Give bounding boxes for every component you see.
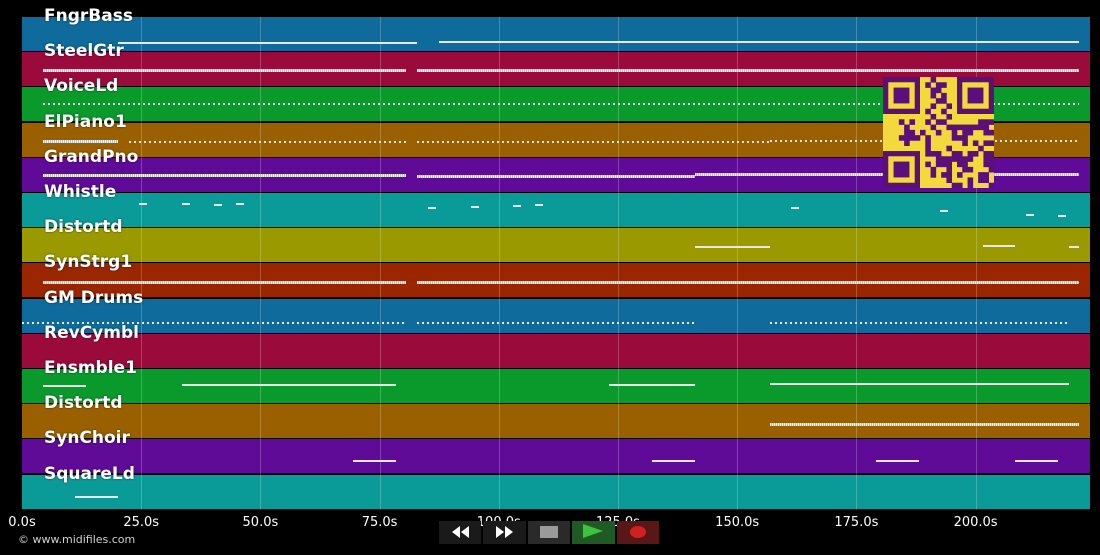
midi-note (235, 203, 244, 205)
track-name: Distortd (44, 393, 123, 414)
midi-note (43, 103, 1080, 105)
time-tick-label: 0.0s (8, 515, 36, 530)
fast-forward-button[interactable] (483, 521, 526, 544)
time-tick-label: 25.0s (123, 515, 160, 530)
track-lane[interactable] (22, 333, 1090, 369)
track-lane[interactable] (22, 228, 1090, 264)
midi-note (940, 210, 949, 212)
qr-code (883, 77, 995, 189)
midi-note (353, 460, 396, 462)
grid-line (856, 17, 858, 510)
midi-note (43, 140, 119, 143)
fast-forward-icon (494, 523, 516, 542)
credit-text: © www.midifiles.com (18, 533, 136, 546)
grid-line (260, 17, 262, 510)
track-name: Ensmble1 (44, 358, 137, 378)
midi-note (769, 383, 1069, 385)
track-lane[interactable] (22, 17, 1090, 52)
midi-note (470, 206, 479, 208)
track-name: SteelGtr (44, 41, 124, 62)
time-tick-label: 50.0s (242, 515, 279, 530)
midi-note (876, 460, 920, 462)
track-name: RevCymbl (44, 322, 139, 343)
track-lane[interactable] (22, 404, 1090, 440)
midi-note (417, 175, 695, 178)
play-icon (582, 523, 604, 542)
track-name: GM Drums (44, 287, 144, 308)
midi-note (118, 42, 418, 44)
midi-note (75, 496, 119, 498)
grid-line (617, 17, 619, 510)
grid-line (379, 17, 381, 510)
track-lane[interactable] (22, 474, 1090, 510)
track-name: GrandPno (44, 146, 139, 167)
midi-note (513, 205, 522, 207)
track-lane[interactable] (22, 369, 1090, 404)
midi-note (128, 141, 407, 143)
grid-line (975, 17, 977, 510)
midi-note (417, 69, 1080, 72)
time-tick-label: 175.0s (834, 515, 879, 530)
track-name: Distortd (44, 217, 123, 238)
midi-note (182, 384, 396, 386)
track-lane[interactable] (22, 298, 1090, 334)
midi-note (43, 174, 407, 177)
midi-note (1025, 214, 1034, 216)
grid-line (498, 17, 500, 510)
midi-note (43, 281, 407, 284)
midi-note (1015, 460, 1058, 462)
transport-controls (439, 521, 661, 544)
record-icon (629, 523, 647, 542)
grid-line (737, 17, 739, 510)
track-name: VoiceLd (44, 76, 119, 97)
track-name: FngrBass (44, 6, 133, 26)
midi-note (609, 384, 695, 386)
record-button[interactable] (616, 521, 660, 544)
midi-note (694, 246, 770, 248)
rewind-icon (449, 523, 471, 542)
time-tick-label: 200.0s (953, 515, 998, 530)
track-name: SynStrg1 (44, 252, 133, 273)
track-name: ElPiano1 (44, 111, 127, 132)
track-name: Whistle (44, 182, 117, 202)
midi-note (417, 281, 1080, 284)
midi-note (769, 423, 1080, 426)
grid-line (141, 17, 143, 510)
midi-note (534, 204, 543, 206)
midi-note (769, 322, 1069, 324)
track-lane[interactable] (22, 439, 1090, 475)
midi-note (182, 203, 191, 205)
midi-note (427, 207, 436, 209)
midi-note (43, 69, 407, 72)
track-name: SquareLd (44, 463, 135, 484)
midi-note (790, 207, 799, 209)
midi-note (1068, 246, 1080, 248)
time-tick-label: 150.0s (715, 515, 760, 530)
qr-pattern (883, 77, 995, 189)
track-name: SynChoir (44, 428, 130, 449)
track-lane[interactable] (22, 263, 1090, 299)
midi-note (417, 141, 770, 143)
midi-note (652, 460, 695, 462)
midi-note (438, 41, 1080, 43)
track-lane[interactable] (22, 193, 1090, 228)
midi-note (214, 204, 223, 206)
midi-note (43, 385, 87, 387)
stop-icon (540, 523, 559, 542)
midi-note (1057, 215, 1066, 217)
midi-note (22, 322, 407, 324)
stop-button[interactable] (527, 521, 571, 544)
play-button[interactable] (572, 521, 615, 544)
time-tick-label: 75.0s (361, 515, 398, 530)
midi-note (139, 203, 148, 205)
midi-note (417, 322, 695, 324)
rewind-button[interactable] (439, 521, 482, 544)
midi-note (983, 245, 1016, 247)
